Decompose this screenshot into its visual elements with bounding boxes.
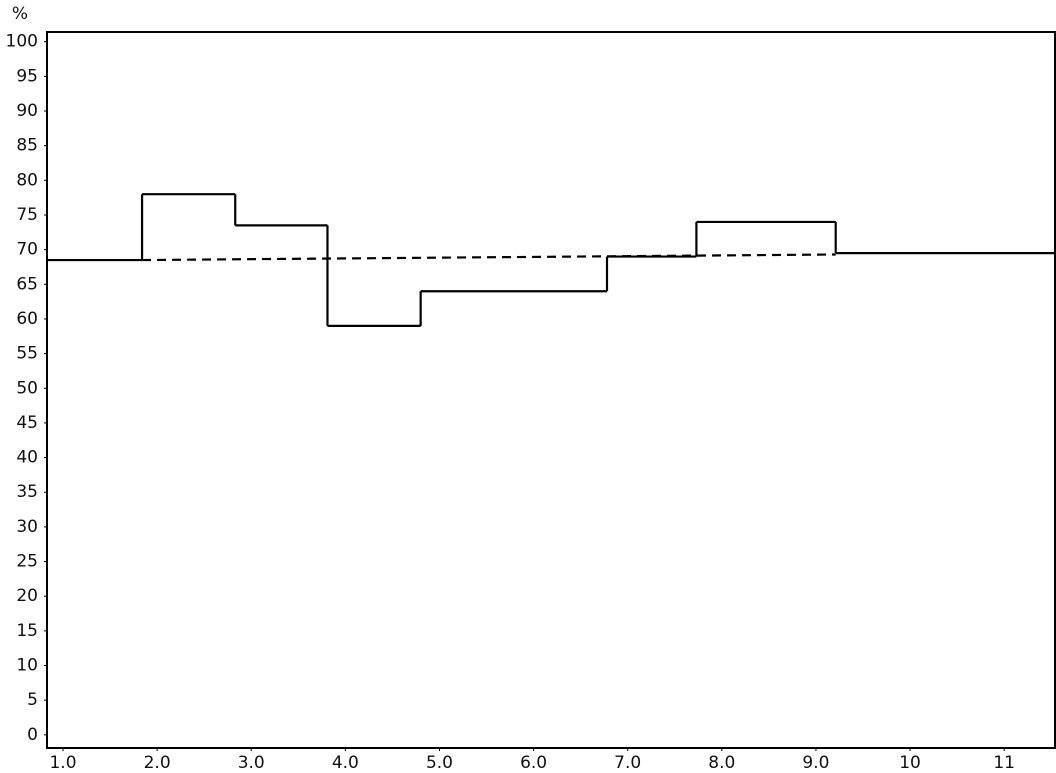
y-tick-label: 85 — [16, 136, 38, 156]
y-tick-label: 15 — [16, 621, 38, 641]
y-tick-label: 30 — [16, 517, 38, 537]
x-tick-label: 5.0 — [426, 753, 453, 773]
plot-frame — [46, 31, 1056, 749]
x-tick-label: 1.0 — [49, 753, 76, 773]
y-tick-label: 80 — [16, 170, 38, 190]
y-tick-label: 70 — [16, 240, 38, 260]
y-tick-label: 5 — [27, 690, 38, 710]
x-tick-label: 6.0 — [520, 753, 547, 773]
x-tick-label: 2.0 — [144, 753, 171, 773]
y-tick-label: 65 — [16, 274, 38, 294]
y-tick-label: 50 — [16, 378, 38, 398]
y-tick-label: 25 — [16, 552, 38, 572]
x-tick-label: 3.0 — [238, 753, 265, 773]
y-tick-label: 90 — [16, 101, 38, 121]
x-tick-label: 9.0 — [802, 753, 829, 773]
y-tick-label: 45 — [16, 413, 38, 433]
y-axis-label: % — [12, 4, 28, 24]
y-tick-label: 95 — [16, 66, 38, 86]
y-tick-label: 0 — [27, 725, 38, 745]
y-tick-label: 10 — [16, 656, 38, 676]
y-tick-label: 60 — [16, 309, 38, 329]
y-tick-label: 100 — [6, 32, 38, 52]
y-tick-label: 35 — [16, 482, 38, 502]
x-tick-label: 8.0 — [708, 753, 735, 773]
x-tick-label: 7.0 — [614, 753, 641, 773]
x-tick-label: 4.0 — [332, 753, 359, 773]
mean-line — [142, 253, 836, 262]
x-tick-label: 11 — [993, 753, 1015, 773]
y-tick-label: 75 — [16, 205, 38, 225]
y-tick-label: 40 — [16, 448, 38, 468]
x-tick-label: 10 — [899, 753, 921, 773]
y-tick-label: 20 — [16, 586, 38, 606]
y-tick-label: 55 — [16, 344, 38, 364]
